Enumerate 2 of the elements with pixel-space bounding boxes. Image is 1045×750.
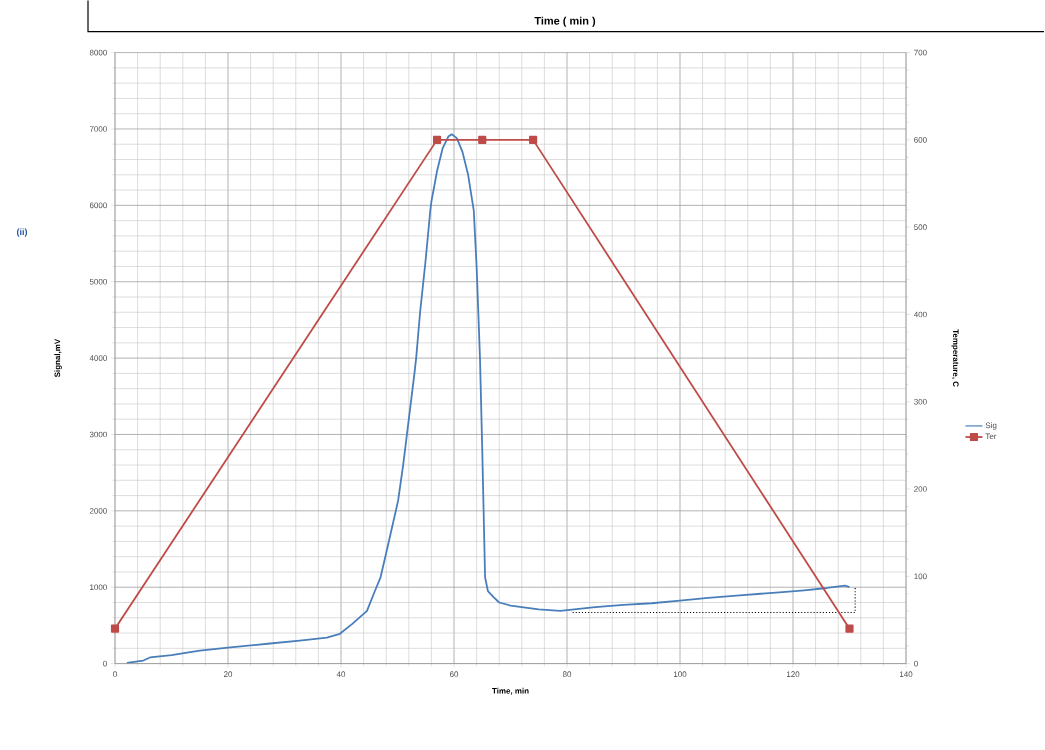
text: (ii) bbox=[16, 228, 28, 237]
text: Time ( min ) bbox=[534, 16, 596, 28]
